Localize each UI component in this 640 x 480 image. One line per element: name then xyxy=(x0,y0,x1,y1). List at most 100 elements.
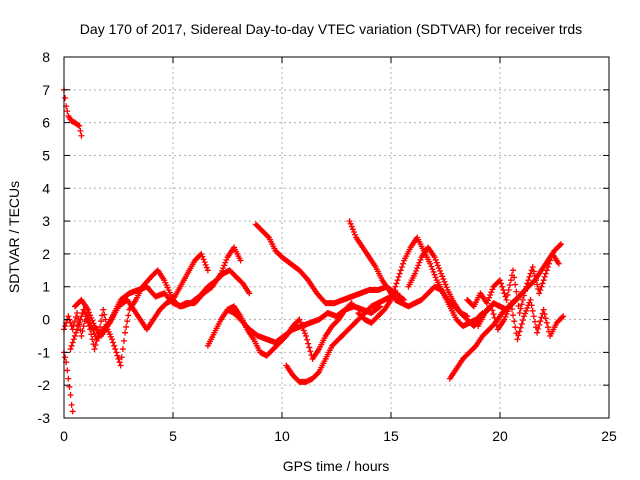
data-point xyxy=(443,284,450,291)
data-point xyxy=(346,218,353,225)
data-point xyxy=(534,281,541,288)
data-point xyxy=(198,250,205,257)
data-point xyxy=(75,122,82,129)
data-point xyxy=(430,268,437,275)
data-point xyxy=(113,349,120,356)
data-point xyxy=(527,270,534,277)
data-point xyxy=(559,314,566,321)
data-point xyxy=(510,312,517,319)
data-point xyxy=(305,340,312,347)
data-point xyxy=(560,313,567,320)
data-point xyxy=(349,226,356,233)
data-point xyxy=(65,375,72,382)
data-point xyxy=(531,318,538,325)
data-point xyxy=(199,253,206,260)
series-track-g xyxy=(224,300,355,362)
data-point xyxy=(200,256,207,263)
data-point xyxy=(517,324,524,331)
x-tick-label: 5 xyxy=(169,428,177,444)
data-point xyxy=(72,329,79,336)
data-point xyxy=(506,282,513,289)
data-point xyxy=(416,259,423,266)
data-point xyxy=(117,362,124,369)
y-tick-label: 8 xyxy=(42,49,50,65)
data-point xyxy=(64,367,71,374)
data-point xyxy=(201,259,208,266)
data-point xyxy=(302,332,309,339)
data-point xyxy=(101,311,108,318)
data-point xyxy=(388,296,394,303)
data-point xyxy=(518,320,525,327)
data-point xyxy=(507,277,514,284)
data-point xyxy=(68,401,75,408)
data-point xyxy=(120,337,127,344)
y-tick-label: -1 xyxy=(38,344,51,360)
data-point xyxy=(71,332,78,339)
data-point xyxy=(488,289,495,296)
data-point xyxy=(432,256,439,263)
data-point xyxy=(497,277,503,284)
data-point xyxy=(221,262,228,269)
data-point xyxy=(515,332,522,339)
data-point xyxy=(70,322,77,329)
data-point xyxy=(64,108,71,115)
data-point xyxy=(90,328,97,335)
data-point xyxy=(65,313,72,320)
data-point xyxy=(503,296,510,303)
data-point xyxy=(542,270,549,277)
data-point xyxy=(67,319,74,326)
data-point xyxy=(544,264,551,271)
data-point xyxy=(522,310,529,317)
data-point xyxy=(433,259,440,266)
data-point xyxy=(542,315,549,322)
data-point xyxy=(246,290,253,297)
data-point xyxy=(499,283,506,290)
data-point xyxy=(399,260,406,267)
data-point xyxy=(398,264,405,271)
data-point xyxy=(102,316,109,323)
data-point xyxy=(514,336,521,343)
data-point xyxy=(87,319,94,326)
data-point xyxy=(488,303,495,310)
data-point xyxy=(546,260,553,267)
data-point xyxy=(68,342,75,349)
data-point xyxy=(508,306,515,313)
data-point xyxy=(506,302,513,309)
data-point xyxy=(529,264,536,271)
data-point xyxy=(511,274,518,281)
data-point xyxy=(394,277,401,284)
data-point xyxy=(520,313,527,320)
y-tick-label: 5 xyxy=(42,147,50,163)
data-point xyxy=(530,268,537,275)
data-point xyxy=(204,267,211,274)
data-point xyxy=(123,323,130,330)
data-point xyxy=(502,313,509,320)
data-point xyxy=(514,295,521,302)
data-point xyxy=(87,312,94,319)
data-point xyxy=(219,267,226,274)
x-tick-label: 20 xyxy=(492,428,508,444)
data-point xyxy=(78,332,85,339)
data-point xyxy=(523,283,530,290)
data-point xyxy=(74,309,81,316)
data-point xyxy=(348,300,355,307)
data-point xyxy=(517,305,524,312)
chart-title: Day 170 of 2017, Sidereal Day-to-day VTE… xyxy=(80,21,582,37)
data-point xyxy=(537,287,544,294)
data-point xyxy=(500,287,507,294)
x-tick-label: 10 xyxy=(274,428,290,444)
data-point xyxy=(427,260,434,267)
data-point xyxy=(516,328,523,335)
data-point xyxy=(490,311,497,318)
data-point xyxy=(411,270,418,277)
data-point xyxy=(543,267,550,274)
data-point xyxy=(435,265,442,272)
data-point xyxy=(78,132,85,139)
data-point xyxy=(536,322,543,329)
data-point xyxy=(314,370,321,377)
data-point xyxy=(442,281,449,288)
data-point xyxy=(434,262,441,269)
data-point xyxy=(538,283,545,290)
data-point xyxy=(486,294,493,301)
data-point xyxy=(512,324,519,331)
